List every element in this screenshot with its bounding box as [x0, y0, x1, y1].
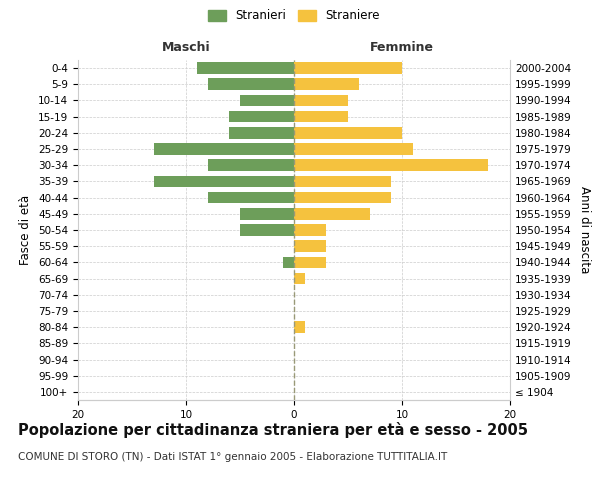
Bar	[208, 192, 294, 203]
Bar	[240, 94, 294, 106]
Bar	[294, 143, 413, 155]
Text: Femmine: Femmine	[370, 42, 434, 54]
Bar	[294, 224, 326, 236]
Bar	[294, 160, 488, 171]
Bar	[240, 208, 294, 220]
Legend: Stranieri, Straniere: Stranieri, Straniere	[203, 4, 385, 27]
Bar	[154, 176, 294, 188]
Bar	[294, 322, 305, 333]
Y-axis label: Fasce di età: Fasce di età	[19, 195, 32, 265]
Bar	[197, 62, 294, 74]
Bar	[229, 111, 294, 122]
Bar	[294, 78, 359, 90]
Text: Popolazione per cittadinanza straniera per età e sesso - 2005: Popolazione per cittadinanza straniera p…	[18, 422, 528, 438]
Bar	[294, 240, 326, 252]
Text: Maschi: Maschi	[161, 42, 211, 54]
Y-axis label: Anni di nascita: Anni di nascita	[578, 186, 591, 274]
Bar	[208, 160, 294, 171]
Bar	[294, 94, 348, 106]
Bar	[208, 78, 294, 90]
Bar	[240, 224, 294, 236]
Bar	[294, 256, 326, 268]
Bar	[154, 143, 294, 155]
Bar	[294, 111, 348, 122]
Bar	[294, 192, 391, 203]
Text: COMUNE DI STORO (TN) - Dati ISTAT 1° gennaio 2005 - Elaborazione TUTTITALIA.IT: COMUNE DI STORO (TN) - Dati ISTAT 1° gen…	[18, 452, 447, 462]
Bar	[294, 272, 305, 284]
Bar	[283, 256, 294, 268]
Bar	[294, 62, 402, 74]
Bar	[229, 127, 294, 138]
Bar	[294, 176, 391, 188]
Bar	[294, 208, 370, 220]
Bar	[294, 127, 402, 138]
